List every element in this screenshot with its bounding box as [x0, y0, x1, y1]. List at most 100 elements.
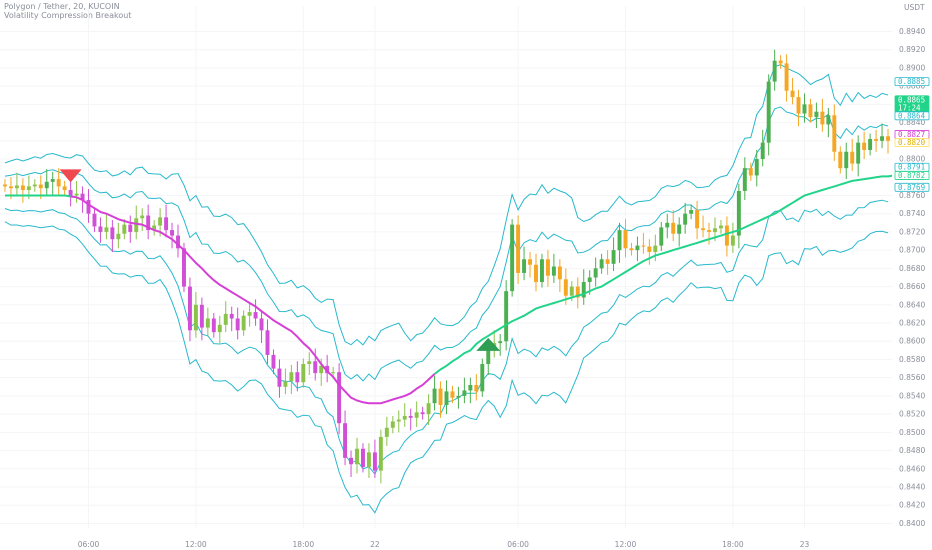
- candle[interactable]: [701, 215, 706, 238]
- candle-body[interactable]: [187, 286, 192, 331]
- candle[interactable]: [599, 253, 604, 274]
- candle[interactable]: [671, 210, 676, 242]
- candle-body[interactable]: [349, 457, 354, 465]
- candle-body[interactable]: [98, 226, 103, 232]
- candle-body[interactable]: [534, 264, 538, 283]
- candle-body[interactable]: [92, 213, 97, 227]
- time-axis[interactable]: 06:00 12:00 18:00 22 06:00 12:00 18:00 23: [78, 540, 810, 549]
- candle[interactable]: [730, 222, 735, 253]
- candle[interactable]: [874, 129, 879, 152]
- candle-body[interactable]: [647, 246, 652, 252]
- candle-body[interactable]: [295, 372, 300, 383]
- candle[interactable]: [343, 410, 348, 466]
- candle[interactable]: [862, 131, 867, 160]
- candle-body[interactable]: [140, 215, 145, 219]
- candle[interactable]: [199, 297, 204, 341]
- candle-body[interactable]: [110, 227, 115, 240]
- candle-body[interactable]: [38, 184, 43, 189]
- candle[interactable]: [557, 259, 562, 293]
- candle[interactable]: [211, 313, 216, 338]
- candle[interactable]: [164, 204, 169, 238]
- candle[interactable]: [116, 222, 121, 249]
- candle[interactable]: [176, 224, 180, 258]
- candle-body[interactable]: [605, 259, 610, 264]
- candle[interactable]: [152, 220, 157, 236]
- candle[interactable]: [283, 368, 288, 395]
- candle[interactable]: [480, 358, 485, 397]
- candle[interactable]: [247, 302, 252, 327]
- candle-body[interactable]: [217, 324, 222, 333]
- candle-body[interactable]: [444, 391, 449, 406]
- candle[interactable]: [349, 450, 354, 477]
- candle[interactable]: [378, 429, 383, 484]
- candle-body[interactable]: [850, 151, 855, 164]
- candle[interactable]: [677, 217, 682, 247]
- candle-body[interactable]: [689, 210, 694, 214]
- candle[interactable]: [886, 128, 890, 154]
- candle[interactable]: [307, 352, 312, 375]
- candle[interactable]: [444, 380, 449, 415]
- candle[interactable]: [695, 200, 700, 240]
- candle[interactable]: [223, 301, 228, 333]
- candle[interactable]: [134, 205, 139, 240]
- candle[interactable]: [516, 215, 521, 284]
- candle-body[interactable]: [569, 286, 574, 296]
- candle[interactable]: [390, 415, 395, 434]
- candle[interactable]: [259, 311, 264, 344]
- candle-body[interactable]: [235, 318, 240, 331]
- candle-body[interactable]: [593, 268, 598, 278]
- candle-body[interactable]: [283, 381, 288, 387]
- candle[interactable]: [277, 359, 282, 398]
- candle-body[interactable]: [629, 248, 634, 251]
- candle-body[interactable]: [665, 222, 670, 228]
- candle[interactable]: [856, 135, 861, 177]
- candle-body[interactable]: [796, 97, 801, 114]
- candle-body[interactable]: [701, 228, 706, 231]
- candle[interactable]: [62, 180, 67, 196]
- candle[interactable]: [736, 183, 741, 249]
- candle[interactable]: [820, 98, 825, 132]
- candle[interactable]: [474, 374, 479, 401]
- candle-body[interactable]: [426, 403, 431, 415]
- candle[interactable]: [868, 133, 873, 156]
- candle[interactable]: [629, 242, 634, 256]
- candle-body[interactable]: [50, 179, 55, 182]
- candle[interactable]: [528, 251, 532, 278]
- candle-body[interactable]: [456, 395, 461, 398]
- candle[interactable]: [647, 239, 652, 265]
- candle-body[interactable]: [587, 277, 592, 283]
- candle[interactable]: [760, 129, 765, 167]
- candle-body[interactable]: [838, 151, 843, 169]
- candle-body[interactable]: [313, 361, 318, 374]
- candle-body[interactable]: [26, 186, 31, 191]
- candle-body[interactable]: [277, 368, 282, 387]
- candle-body[interactable]: [760, 142, 765, 160]
- candle-body[interactable]: [724, 225, 729, 246]
- candle-body[interactable]: [229, 313, 234, 319]
- candle[interactable]: [641, 232, 646, 254]
- candle[interactable]: [450, 385, 455, 404]
- candle[interactable]: [265, 319, 270, 365]
- candle-body[interactable]: [343, 423, 348, 458]
- candle-body[interactable]: [772, 60, 777, 82]
- candle[interactable]: [187, 277, 192, 342]
- candle-body[interactable]: [211, 318, 216, 333]
- candle[interactable]: [766, 74, 771, 156]
- candle-body[interactable]: [205, 318, 210, 328]
- candle[interactable]: [665, 213, 670, 239]
- candle-body[interactable]: [754, 159, 759, 176]
- candle-body[interactable]: [695, 210, 700, 229]
- candle[interactable]: [468, 377, 473, 404]
- candle-body[interactable]: [223, 313, 228, 325]
- candle-body[interactable]: [742, 168, 747, 191]
- candle-body[interactable]: [886, 136, 890, 141]
- candle[interactable]: [611, 237, 616, 272]
- candle-body[interactable]: [438, 388, 443, 406]
- candle-body[interactable]: [182, 248, 186, 287]
- candle[interactable]: [355, 437, 359, 474]
- candle-body[interactable]: [164, 217, 169, 231]
- candle-body[interactable]: [86, 200, 91, 214]
- candle[interactable]: [420, 406, 425, 420]
- candle-body[interactable]: [8, 186, 13, 189]
